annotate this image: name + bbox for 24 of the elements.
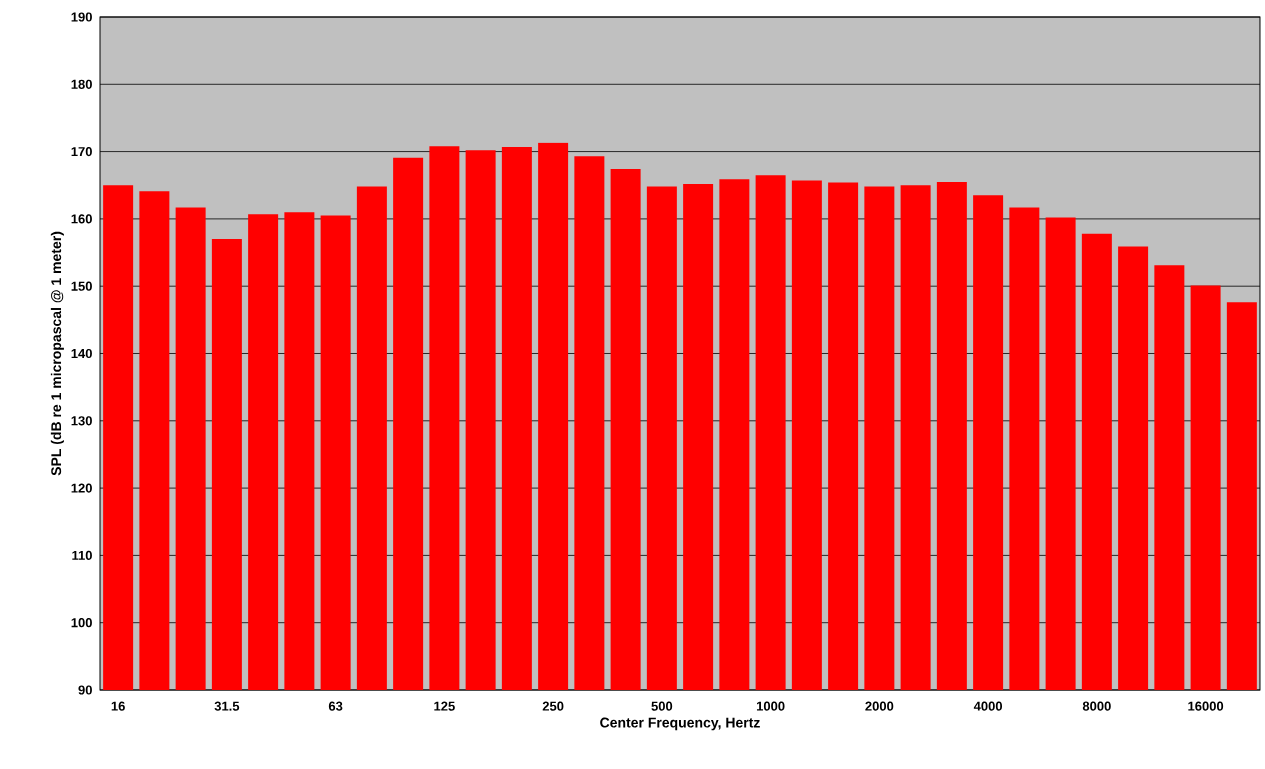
x-tick-label: 63 bbox=[328, 701, 343, 711]
y-tick-label: 100 bbox=[71, 618, 92, 628]
x-tick-label: 16 bbox=[111, 701, 125, 711]
x-axis-title: Center Frequency, Hertz bbox=[600, 717, 760, 731]
y-tick-label: 170 bbox=[71, 146, 92, 157]
x-tick-label: 4000 bbox=[973, 701, 1003, 711]
y-tick-label: 110 bbox=[72, 550, 92, 560]
x-tick-label: 125 bbox=[434, 701, 455, 711]
y-tick-label: 90 bbox=[78, 685, 92, 695]
x-tick-label: 1000 bbox=[756, 701, 785, 711]
x-tick-label: 250 bbox=[542, 701, 564, 711]
y-tick-label: 130 bbox=[71, 416, 92, 426]
y-tick-label: 190 bbox=[71, 12, 92, 22]
x-tick-label: 500 bbox=[651, 701, 673, 711]
y-tick-label: 150 bbox=[71, 281, 92, 291]
y-tick-label: 120 bbox=[71, 483, 92, 493]
x-tick-label: 31.5 bbox=[214, 701, 240, 711]
y-axis-title: SPL (dB re 1 micropascal @ 1 meter) bbox=[50, 231, 64, 476]
x-tick-label: 8000 bbox=[1082, 701, 1111, 711]
y-tick-label: 160 bbox=[71, 214, 92, 224]
x-tick-label: 2000 bbox=[865, 701, 894, 711]
x-tick-label: 16000 bbox=[1188, 701, 1224, 711]
y-tick-label: 140 bbox=[71, 348, 92, 359]
y-tick-label: 180 bbox=[71, 79, 92, 89]
